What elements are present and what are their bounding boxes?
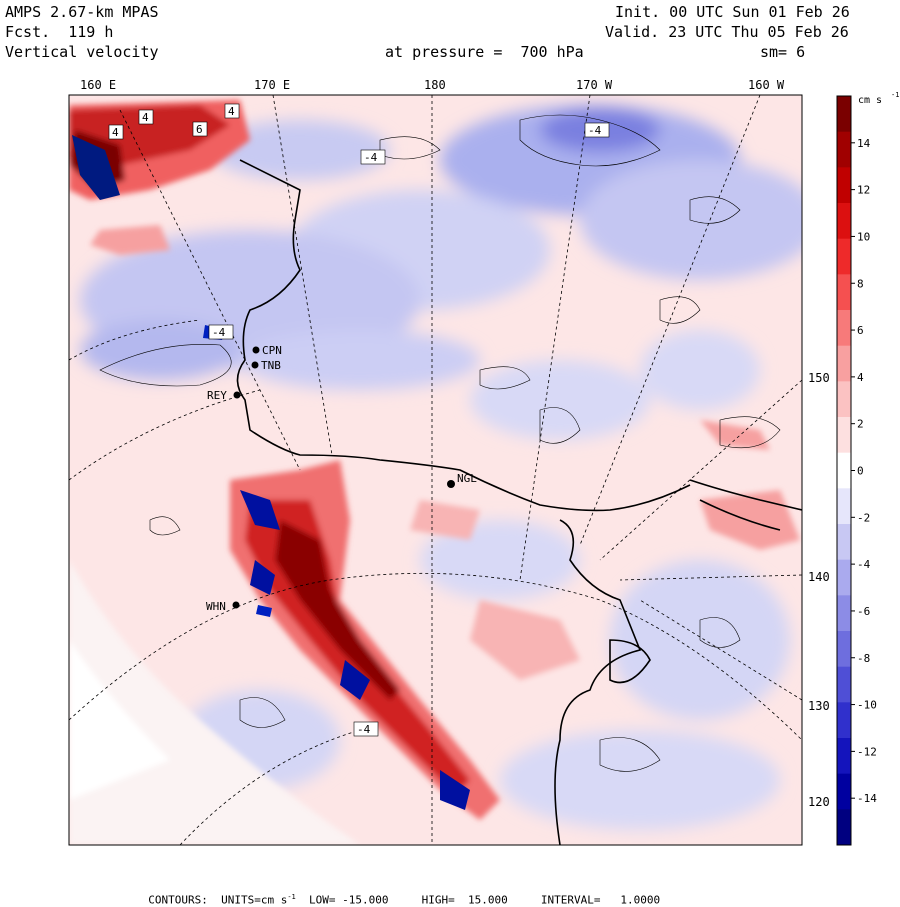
colorbar-tick-label: 10: [857, 230, 870, 243]
contour-label-boxes: 4 6 4 -4 -4 -4 4 -4: [108, 103, 610, 737]
station-label-ngl: NGL: [457, 472, 477, 485]
colorbar-swatch: [837, 702, 851, 739]
colorbar-swatch: [837, 203, 851, 240]
contour-footer: CONTOURS: UNITS=cm s-1 LOW= -15.000 HIGH…: [135, 880, 660, 907]
station-marker-whn: [232, 601, 240, 609]
lat-label-150w: 150 W: [808, 371, 845, 385]
footer-contours: CONTOURS:: [148, 893, 208, 907]
valid-time: Valid. 23 UTC Thu 05 Feb 26: [605, 23, 849, 41]
latitude-labels: 150 W 140 W 130 W 120 W: [808, 371, 845, 809]
contour-lines: [99, 114, 781, 772]
longitude-labels: 160 E 170 E 180 170 W 160 W: [80, 78, 785, 92]
colorbar-swatch: [837, 666, 851, 703]
colorbar-swatch: [837, 96, 851, 133]
init-time: Init. 00 UTC Sun 01 Feb 26: [615, 3, 850, 21]
colorbar-tick-label: 6: [857, 324, 864, 337]
footer-units-exp: -1: [287, 893, 296, 901]
colorbar-tick-label: 0: [857, 465, 864, 478]
footer-interval: INTERVAL= 1.0000: [540, 893, 661, 907]
footer-units: UNITS=cm s: [221, 893, 288, 907]
field-name: Vertical velocity: [5, 43, 159, 61]
footer-high: HIGH= 15.000: [421, 893, 508, 907]
station-label-rey: REY: [207, 389, 227, 402]
contour-label: 6: [196, 123, 203, 136]
colorbar-swatch: [837, 738, 851, 775]
pressure-level: at pressure = 700 hPa: [385, 43, 584, 61]
contour-label: 4: [112, 126, 119, 139]
colorbar-swatch: [837, 559, 851, 596]
station-label-tnb: TNB: [261, 359, 281, 372]
contour-label: -4: [364, 151, 378, 164]
colorbar-tick-label: 12: [857, 184, 870, 197]
contour-label: -4: [588, 124, 602, 137]
station-marker-ngl: [447, 480, 455, 488]
stations: CPN TNB REY NGL WHN: [206, 344, 477, 613]
colorbar-swatch: [837, 524, 851, 561]
colorbar-swatch: [837, 310, 851, 347]
colorbar-tick-label: -14: [857, 792, 877, 805]
positive-velocity-regions: [69, 100, 800, 820]
colorbar-tick-label: 8: [857, 277, 864, 290]
graticule: [69, 95, 802, 845]
lon-label-160e: 160 E: [80, 78, 116, 92]
colorbar-tick-label: 14: [857, 137, 871, 150]
colorbar-tick-label: 2: [857, 418, 864, 431]
lat-label-120w: 120 W: [808, 795, 845, 809]
colorbar-units: cm s -1: [858, 91, 899, 106]
lon-label-180: 180: [424, 78, 446, 92]
contour-label: -4: [212, 326, 226, 339]
ice-shelf-area: [69, 560, 360, 845]
colorbar-ticks: 14 12 10 8 6 4 2 0 -2 -4 -6 -8 -10 -12 -14: [851, 137, 877, 805]
colorbar-swatch: [837, 631, 851, 668]
station-label-cpn: CPN: [262, 344, 282, 357]
contour-label: 4: [142, 111, 149, 124]
colorbar-swatch: [837, 167, 851, 204]
colorbar-tick-label: -4: [857, 558, 871, 571]
coastlines: [236, 159, 802, 845]
lon-label-160w: 160 W: [748, 78, 785, 92]
colorbar: [836, 95, 852, 846]
model-title: AMPS 2.67-km MPAS: [5, 3, 159, 21]
colorbar-swatch: [837, 809, 851, 846]
station-label-whn: WHN: [206, 600, 226, 613]
colorbar-swatch: [837, 274, 851, 311]
colorbar-tick-label: -10: [857, 699, 877, 712]
map-panel: 4 6 4 -4 -4 -4 4 -4 CPN TNB REY NGL: [69, 95, 802, 845]
smoothing-label: sm= 6: [760, 43, 806, 61]
footer-low: LOW= -15.000: [309, 893, 389, 907]
colorbar-swatch: [837, 381, 851, 418]
colorbar-swatch: [837, 417, 851, 454]
station-marker-cpn: [252, 346, 260, 354]
colorbar-swatch: [837, 345, 851, 382]
lon-label-170e: 170 E: [254, 78, 290, 92]
colorbar-tick-label: -6: [857, 605, 870, 618]
station-marker-tnb: [251, 361, 259, 369]
colorbar-swatch: [837, 131, 851, 168]
colorbar-swatch: [837, 488, 851, 525]
map-frame: [68, 94, 803, 846]
colorbar-swatch: [837, 238, 851, 275]
colorbar-tick-label: -12: [857, 745, 877, 758]
colorbar-swatch: [837, 595, 851, 632]
colorbar-tick-label: 4: [857, 371, 864, 384]
colorbar-swatch: [837, 773, 851, 810]
lon-label-170w: 170 W: [576, 78, 613, 92]
lat-label-140w: 140 W: [808, 570, 845, 584]
forecast-hour: Fcst. 119 h: [5, 23, 114, 41]
contour-label: 4: [228, 105, 235, 118]
station-marker-rey: [233, 391, 241, 399]
colorbar-tick-label: -2: [857, 511, 870, 524]
colorbar-units-exp: -1: [891, 91, 899, 99]
colorbar-units-label: cm s: [858, 95, 882, 106]
contour-label: -4: [357, 723, 371, 736]
colorbar-tick-label: -8: [857, 652, 870, 665]
lat-label-130w: 130 W: [808, 699, 845, 713]
colorbar-swatch: [837, 452, 851, 489]
